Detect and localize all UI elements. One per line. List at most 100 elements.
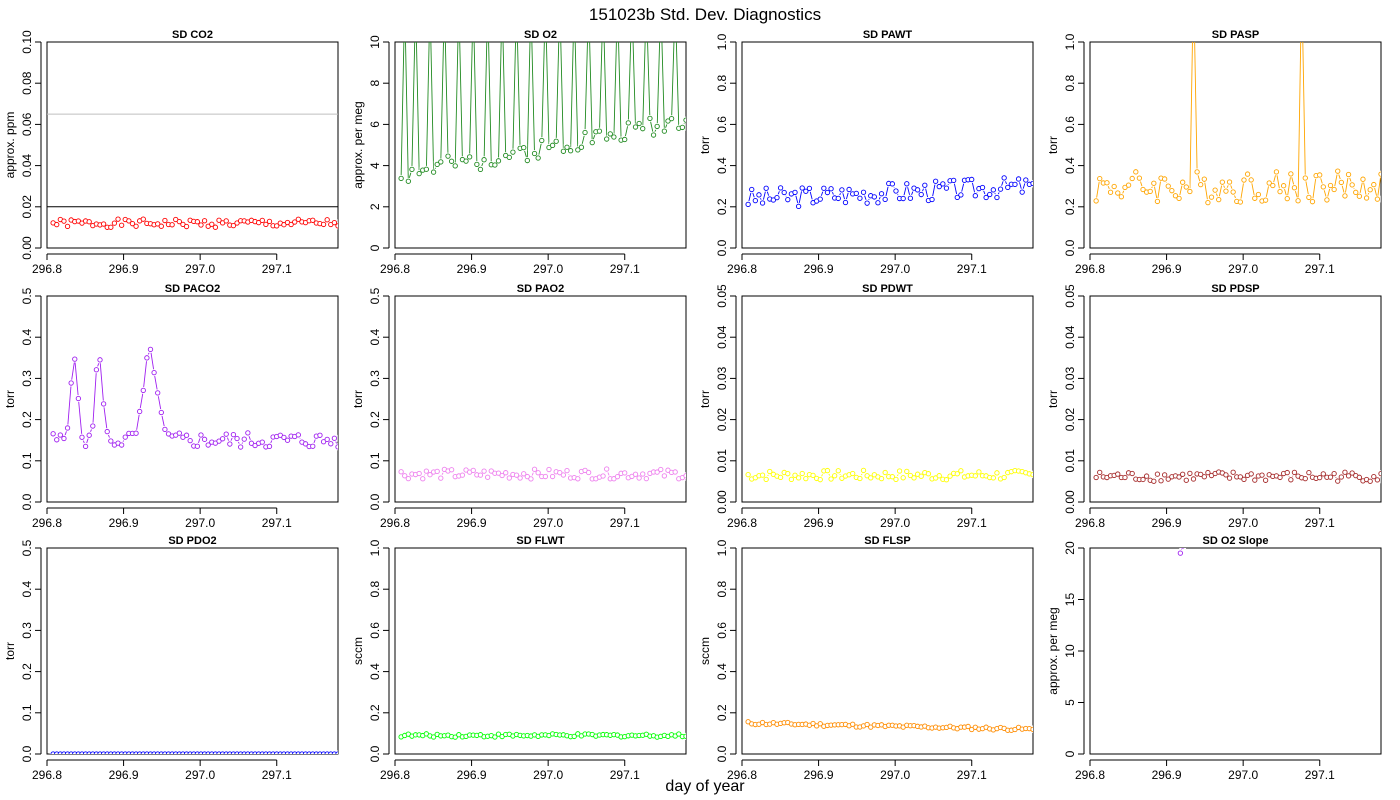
data-point bbox=[1262, 477, 1269, 483]
data-point bbox=[459, 472, 466, 478]
data-point bbox=[1172, 193, 1179, 199]
data-point bbox=[463, 158, 469, 164]
data-point bbox=[564, 467, 570, 474]
x-tick-label: 297.0 bbox=[880, 262, 910, 276]
data-point bbox=[495, 158, 502, 164]
data-point bbox=[821, 185, 827, 191]
data-point bbox=[954, 194, 960, 201]
plot-frame bbox=[741, 547, 1034, 755]
data-point bbox=[907, 195, 914, 201]
data-point bbox=[398, 469, 404, 475]
data-point bbox=[832, 473, 838, 479]
y-tick-label: 0.6 bbox=[1063, 116, 1077, 133]
data-point bbox=[1327, 182, 1334, 189]
y-tick-label: 0.04 bbox=[20, 154, 34, 178]
data-point bbox=[137, 408, 143, 415]
data-point bbox=[1252, 195, 1258, 201]
data-point bbox=[1093, 198, 1099, 204]
data-point bbox=[900, 195, 906, 202]
data-point bbox=[749, 186, 755, 193]
data-point bbox=[1277, 474, 1283, 481]
y-tick-label: 1.0 bbox=[1063, 33, 1077, 50]
data-point bbox=[481, 468, 487, 474]
x-tick-label: 297.0 bbox=[533, 516, 563, 530]
data-point bbox=[1353, 189, 1359, 195]
data-point bbox=[1248, 471, 1254, 477]
x-tick-label: 296.9 bbox=[1152, 768, 1182, 782]
y-tick-label: 0.4 bbox=[715, 663, 729, 680]
data-point bbox=[1241, 177, 1247, 183]
plot-frame bbox=[394, 295, 687, 503]
data-point bbox=[668, 115, 675, 122]
data-point bbox=[828, 476, 834, 482]
point-gap bbox=[614, 0, 621, 4]
x-tick-label: 297.1 bbox=[1305, 516, 1335, 530]
y-tick-label: 0.0 bbox=[368, 745, 382, 762]
panel-title: SD PAWT bbox=[863, 29, 913, 41]
data-point bbox=[896, 468, 903, 474]
data-point bbox=[589, 139, 595, 146]
data-point bbox=[474, 161, 480, 168]
y-tick-label: 0.4 bbox=[1063, 157, 1077, 174]
panel-title: SD PDWT bbox=[862, 283, 913, 295]
data-point bbox=[288, 221, 294, 228]
data-point bbox=[442, 0, 446, 3]
y-tick-label: 6 bbox=[368, 121, 382, 128]
data-point bbox=[763, 476, 769, 483]
data-point bbox=[965, 723, 971, 730]
data-point bbox=[799, 470, 805, 477]
data-point bbox=[531, 150, 538, 157]
data-point bbox=[979, 184, 986, 191]
data-point bbox=[889, 181, 896, 187]
data-point bbox=[857, 475, 863, 482]
plot-area bbox=[49, 750, 338, 754]
y-axis-label: approx. per meg bbox=[351, 101, 365, 188]
y-tick-label: 0.2 bbox=[20, 411, 34, 428]
data-point bbox=[785, 471, 791, 477]
data-point bbox=[241, 436, 247, 442]
data-point bbox=[230, 222, 237, 229]
data-point bbox=[176, 430, 182, 436]
data-point bbox=[122, 434, 128, 440]
plot-frame bbox=[46, 547, 339, 755]
data-point bbox=[331, 219, 338, 226]
data-point bbox=[423, 468, 430, 474]
data-point bbox=[75, 395, 82, 402]
data-point bbox=[129, 221, 136, 227]
data-point bbox=[951, 177, 957, 183]
y-axis-label: sccm bbox=[351, 637, 365, 665]
x-tick-label: 297.0 bbox=[185, 768, 215, 782]
data-point bbox=[875, 200, 881, 206]
point-gap bbox=[1181, 524, 1188, 531]
plot-frame bbox=[741, 295, 1034, 503]
panel-title: SD FLWT bbox=[516, 535, 565, 547]
data-point bbox=[1295, 198, 1301, 204]
data-point bbox=[266, 443, 273, 449]
x-tick-label: 296.9 bbox=[804, 262, 834, 276]
data-point bbox=[835, 195, 841, 202]
data-point bbox=[1371, 181, 1377, 188]
plot-area bbox=[744, 718, 1033, 734]
data-point bbox=[835, 468, 841, 474]
data-point bbox=[1212, 187, 1218, 193]
data-point bbox=[466, 154, 473, 160]
data-point bbox=[1378, 471, 1381, 477]
y-tick-label: 0.04 bbox=[715, 325, 729, 349]
x-tick-label: 297.0 bbox=[185, 516, 215, 530]
data-point bbox=[943, 477, 950, 483]
data-point bbox=[438, 475, 444, 481]
y-tick-label: 0 bbox=[368, 244, 382, 251]
data-point bbox=[1277, 189, 1283, 195]
data-point bbox=[947, 473, 953, 479]
data-point bbox=[659, 0, 663, 3]
y-tick-label: 0.2 bbox=[715, 704, 729, 721]
chart-panel: SD FLSP 296.8 296.9 297.0 297.1 0.0 0.2 0.4 0.6 0… bbox=[698, 535, 1034, 782]
data-point bbox=[531, 466, 538, 472]
panel-title: SD PDSP bbox=[1211, 283, 1259, 295]
data-point bbox=[560, 472, 567, 478]
x-tick-label: 297.0 bbox=[185, 262, 215, 276]
plot-area bbox=[397, 0, 686, 185]
data-point bbox=[817, 196, 823, 202]
data-point bbox=[1023, 177, 1029, 183]
